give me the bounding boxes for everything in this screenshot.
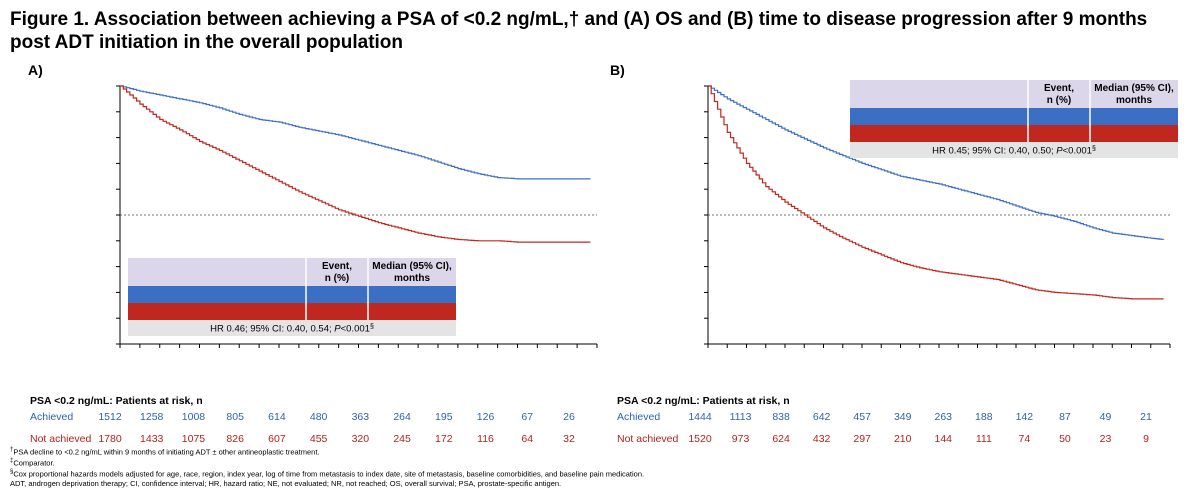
hr-value: HR 0.45; 95% CI: 0.40, 0.50; [932, 146, 1056, 157]
risk-cell: 973 [731, 433, 750, 445]
series-line-not-achieved [708, 85, 1164, 300]
table-row-not-achieved [850, 125, 1178, 142]
risk-cell: 480 [309, 411, 328, 423]
risk-cell: 9 [1143, 433, 1149, 445]
risk-table-title: PSA <0.2 ng/mL: Patients at risk, n [30, 395, 203, 407]
table-header-median: Median (95% CI), months [1094, 83, 1174, 106]
hazard-ratio-text: HR 0.45; 95% CI: 0.40, 0.50; P<0.001§ [932, 146, 1096, 157]
panel-b-label: B) [610, 62, 625, 78]
hazard-ratio-text: HR 0.46; 95% CI: 0.40, 0.54; P<0.001§ [210, 324, 374, 335]
risk-cell: 607 [268, 433, 286, 445]
footnote-mark: § [10, 468, 14, 475]
risk-cell: 1433 [140, 433, 164, 445]
risk-table-title: PSA <0.2 ng/mL: Patients at risk, n [617, 395, 790, 407]
table-header-bg [850, 80, 1178, 108]
risk-cell: 1258 [140, 411, 164, 423]
risk-cell: 50 [1059, 433, 1071, 445]
risk-cell: 116 [477, 433, 494, 445]
risk-cell: 111 [975, 433, 992, 445]
table-header-median: Median (95% CI), months [372, 261, 452, 284]
risk-cell: 126 [476, 411, 495, 423]
hr-mark: § [370, 324, 374, 331]
footnote-line: ADT, androgen deprivation therapy; CI, c… [10, 479, 644, 488]
series-line-achieved [120, 85, 591, 180]
chart-panel-b: Event, n (%) Median (95% CI), months HR 0.45… [704, 80, 1178, 348]
figure-title: Figure 1. Association between achieving … [10, 9, 1148, 53]
risk-cell: 1444 [688, 411, 712, 423]
risk-cell: 49 [1099, 411, 1112, 423]
risk-cell: 87 [1059, 411, 1071, 423]
risk-cell: 263 [934, 411, 953, 423]
risk-cell: 455 [309, 433, 328, 445]
risk-cell: 349 [893, 411, 912, 423]
risk-cell: 614 [268, 411, 286, 423]
risk-cell: 1008 [181, 411, 206, 423]
risk-cell: 67 [521, 411, 534, 423]
series-line-achieved [708, 85, 1165, 240]
p-value: <0.001 [341, 324, 370, 335]
risk-cell: 144 [934, 433, 953, 445]
hr-value: HR 0.46; 95% CI: 0.40, 0.54; [210, 324, 334, 335]
risk-cell: 210 [893, 433, 912, 445]
risk-cell: 838 [772, 411, 790, 423]
risk-cell: 320 [351, 433, 370, 445]
table-row-achieved [850, 108, 1178, 125]
risk-cell: 195 [435, 411, 453, 423]
risk-cell: 74 [1018, 433, 1031, 445]
risk-cell: 297 [853, 433, 871, 445]
risk-label-achieved: Achieved [30, 411, 74, 423]
chart-panel-a: Event, n (%) Median (95% CI), months HR 0.46… [116, 85, 598, 348]
risk-cell: 188 [975, 411, 993, 423]
footnote-text: ADT, androgen deprivation therapy; CI, c… [10, 478, 562, 488]
table-header-event: Event, n (%) [1044, 83, 1074, 106]
risk-label-not-achieved: Not achieved [617, 433, 679, 445]
footnote-line: ‡Comparator. [10, 457, 644, 468]
risk-cell: 624 [772, 433, 790, 445]
footnote-mark: ‡ [10, 457, 14, 464]
risk-cell: 172 [435, 433, 453, 445]
footnote-text: Cox proportional hazards models adjusted… [13, 469, 645, 479]
table-header-event: Event, n (%) [322, 261, 352, 284]
risk-cell: 23 [1099, 433, 1112, 445]
risk-cell: 142 [1015, 411, 1034, 423]
panel-a-label: A) [28, 62, 43, 78]
footnote-text: PSA decline to <0.2 ng/mL within 9 month… [13, 447, 320, 457]
risk-cell: 1520 [688, 433, 712, 445]
p-label: P [1056, 146, 1063, 157]
hr-mark: § [1092, 146, 1096, 153]
table-row-not-achieved [128, 303, 456, 320]
risk-cell: 432 [812, 433, 831, 445]
p-value: <0.001 [1063, 146, 1092, 157]
risk-cell: 1075 [181, 433, 206, 445]
risk-cell: 805 [226, 411, 244, 423]
table-hr-row [850, 142, 1178, 158]
risk-cell: 64 [521, 433, 534, 445]
risk-cell: 21 [1140, 411, 1152, 423]
table-row-achieved [128, 286, 456, 303]
footnote-text: Comparator. [13, 458, 55, 468]
table-hr-row [128, 320, 456, 336]
risk-label-achieved: Achieved [617, 411, 661, 423]
risk-label-not-achieved: Not achieved [30, 433, 92, 445]
footnote-line: †PSA decline to <0.2 ng/mL within 9 mont… [10, 446, 644, 457]
footnotes: †PSA decline to <0.2 ng/mL within 9 mont… [10, 446, 644, 488]
risk-cell: 457 [853, 411, 871, 423]
risk-cell: 32 [563, 433, 575, 445]
risk-cell: 1780 [98, 433, 122, 445]
risk-cell: 642 [812, 411, 831, 423]
table-header-bg [128, 258, 456, 286]
risk-cell: 245 [393, 433, 411, 445]
footnote-mark: † [10, 447, 14, 453]
risk-cell: 826 [226, 433, 244, 445]
footnote-line: §Cox proportional hazards models adjuste… [10, 468, 644, 479]
series-line-not-achieved [120, 85, 591, 243]
risk-cell: 363 [351, 411, 370, 423]
risk-cell: 264 [393, 411, 411, 423]
risk-cell: 26 [563, 411, 575, 423]
p-label: P [334, 324, 341, 335]
risk-cell: 1113 [729, 411, 752, 423]
risk-cell: 1512 [98, 411, 122, 423]
